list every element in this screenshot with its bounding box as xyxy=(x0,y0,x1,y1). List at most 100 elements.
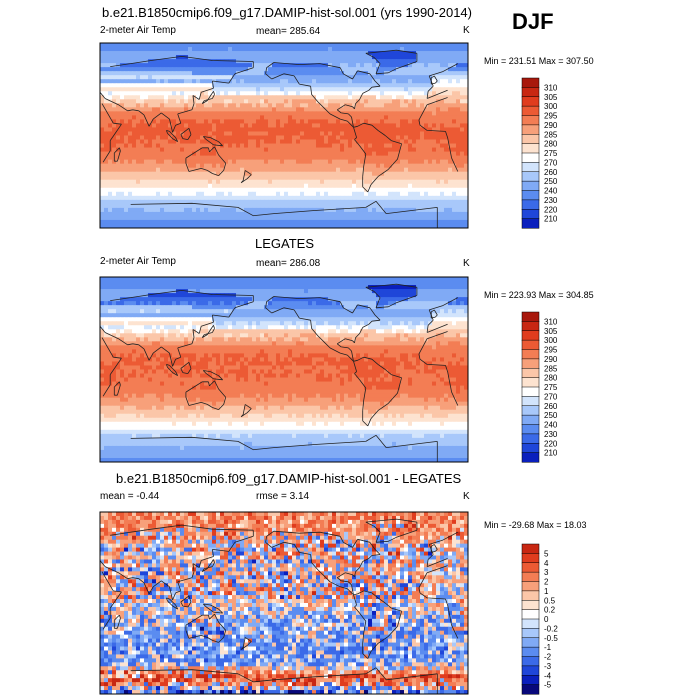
map-cell xyxy=(232,219,237,225)
map-cell xyxy=(400,289,405,294)
map-cell xyxy=(380,135,385,140)
map-cell xyxy=(404,75,409,80)
map-cell xyxy=(244,143,249,148)
map-cell xyxy=(324,115,329,120)
map-cell xyxy=(308,107,313,112)
map-cell xyxy=(120,119,125,124)
map-cell xyxy=(344,187,349,193)
map-cell xyxy=(292,107,297,112)
map-cell xyxy=(128,171,133,177)
map-cell xyxy=(344,147,349,152)
map-cell xyxy=(392,219,397,225)
map-cell xyxy=(156,107,161,112)
map-cell xyxy=(336,103,341,108)
panel2-title: LEGATES xyxy=(255,236,315,251)
map-cell xyxy=(216,143,221,148)
map-cell xyxy=(140,91,145,96)
map-cell xyxy=(288,63,293,68)
map-cell xyxy=(180,123,185,128)
map-cell xyxy=(260,123,265,128)
map-cell xyxy=(300,99,305,104)
map-cell xyxy=(200,127,205,132)
map-cell xyxy=(292,127,297,132)
map-cell xyxy=(344,91,349,96)
map-cell xyxy=(384,223,389,229)
map-cell xyxy=(328,223,333,229)
map-cell xyxy=(172,281,177,286)
map-cell xyxy=(332,203,337,209)
map-cell xyxy=(444,107,449,112)
map-cell xyxy=(268,55,273,60)
map-cell xyxy=(372,159,377,165)
map-cell xyxy=(160,163,165,169)
map-cell xyxy=(304,203,309,209)
map-cell xyxy=(400,155,405,161)
map-cell xyxy=(392,305,397,310)
map-cell xyxy=(268,305,273,310)
map-cell xyxy=(344,219,349,225)
map-cell xyxy=(296,51,301,56)
map-cell xyxy=(140,123,145,128)
map-cell xyxy=(288,167,293,173)
map-cell xyxy=(256,119,261,124)
map-cell xyxy=(464,55,469,60)
map-cell xyxy=(372,127,377,132)
map-cell xyxy=(256,59,261,64)
map-cell xyxy=(304,187,309,193)
map-cell xyxy=(408,277,413,282)
map-cell xyxy=(464,87,469,92)
map-cell xyxy=(364,67,369,72)
map-cell xyxy=(160,75,165,80)
map-cell xyxy=(192,219,197,225)
map-cell xyxy=(460,211,465,217)
map-cell xyxy=(216,203,221,209)
map-cell xyxy=(460,155,465,161)
map-cell xyxy=(280,75,285,80)
map-cell xyxy=(400,87,405,92)
map-cell xyxy=(216,215,221,221)
map-cell xyxy=(268,59,273,64)
map-cell xyxy=(368,83,373,88)
map-cell xyxy=(460,43,465,48)
map-cell xyxy=(176,119,181,124)
map-cell xyxy=(380,163,385,169)
map-cell xyxy=(344,183,349,189)
map-cell xyxy=(128,147,133,152)
map-cell xyxy=(244,183,249,189)
map-cell xyxy=(332,127,337,132)
map-cell xyxy=(272,43,277,48)
map-cell xyxy=(152,297,157,302)
map-cell xyxy=(112,135,117,140)
map-cell xyxy=(296,207,301,213)
map-cell xyxy=(324,167,329,173)
map-cell xyxy=(268,79,273,84)
map-cell xyxy=(236,179,241,185)
map-cell xyxy=(376,127,381,132)
map-cell xyxy=(416,293,421,298)
map-cell xyxy=(292,135,297,140)
map-cell xyxy=(328,103,333,108)
map-cell xyxy=(104,179,109,185)
map-cell xyxy=(308,115,313,120)
map-cell xyxy=(296,285,301,290)
map-cell xyxy=(300,79,305,84)
map-cell xyxy=(248,67,253,72)
map-cell xyxy=(272,289,277,294)
map-cell xyxy=(440,147,445,152)
map-cell xyxy=(316,223,321,229)
map-cell xyxy=(372,293,377,298)
map-cell xyxy=(324,163,329,169)
map-cell xyxy=(288,67,293,72)
map-cell xyxy=(232,131,237,136)
map-cell xyxy=(368,215,373,221)
map-cell xyxy=(380,143,385,148)
map-cell xyxy=(304,99,309,104)
map-cell xyxy=(132,293,137,298)
map-cell xyxy=(308,163,313,169)
map-cell xyxy=(440,143,445,148)
map-cell xyxy=(164,55,169,60)
map-cell xyxy=(400,47,405,52)
map-cell xyxy=(348,151,353,157)
map-cell xyxy=(268,95,273,100)
map-cell xyxy=(156,179,161,185)
